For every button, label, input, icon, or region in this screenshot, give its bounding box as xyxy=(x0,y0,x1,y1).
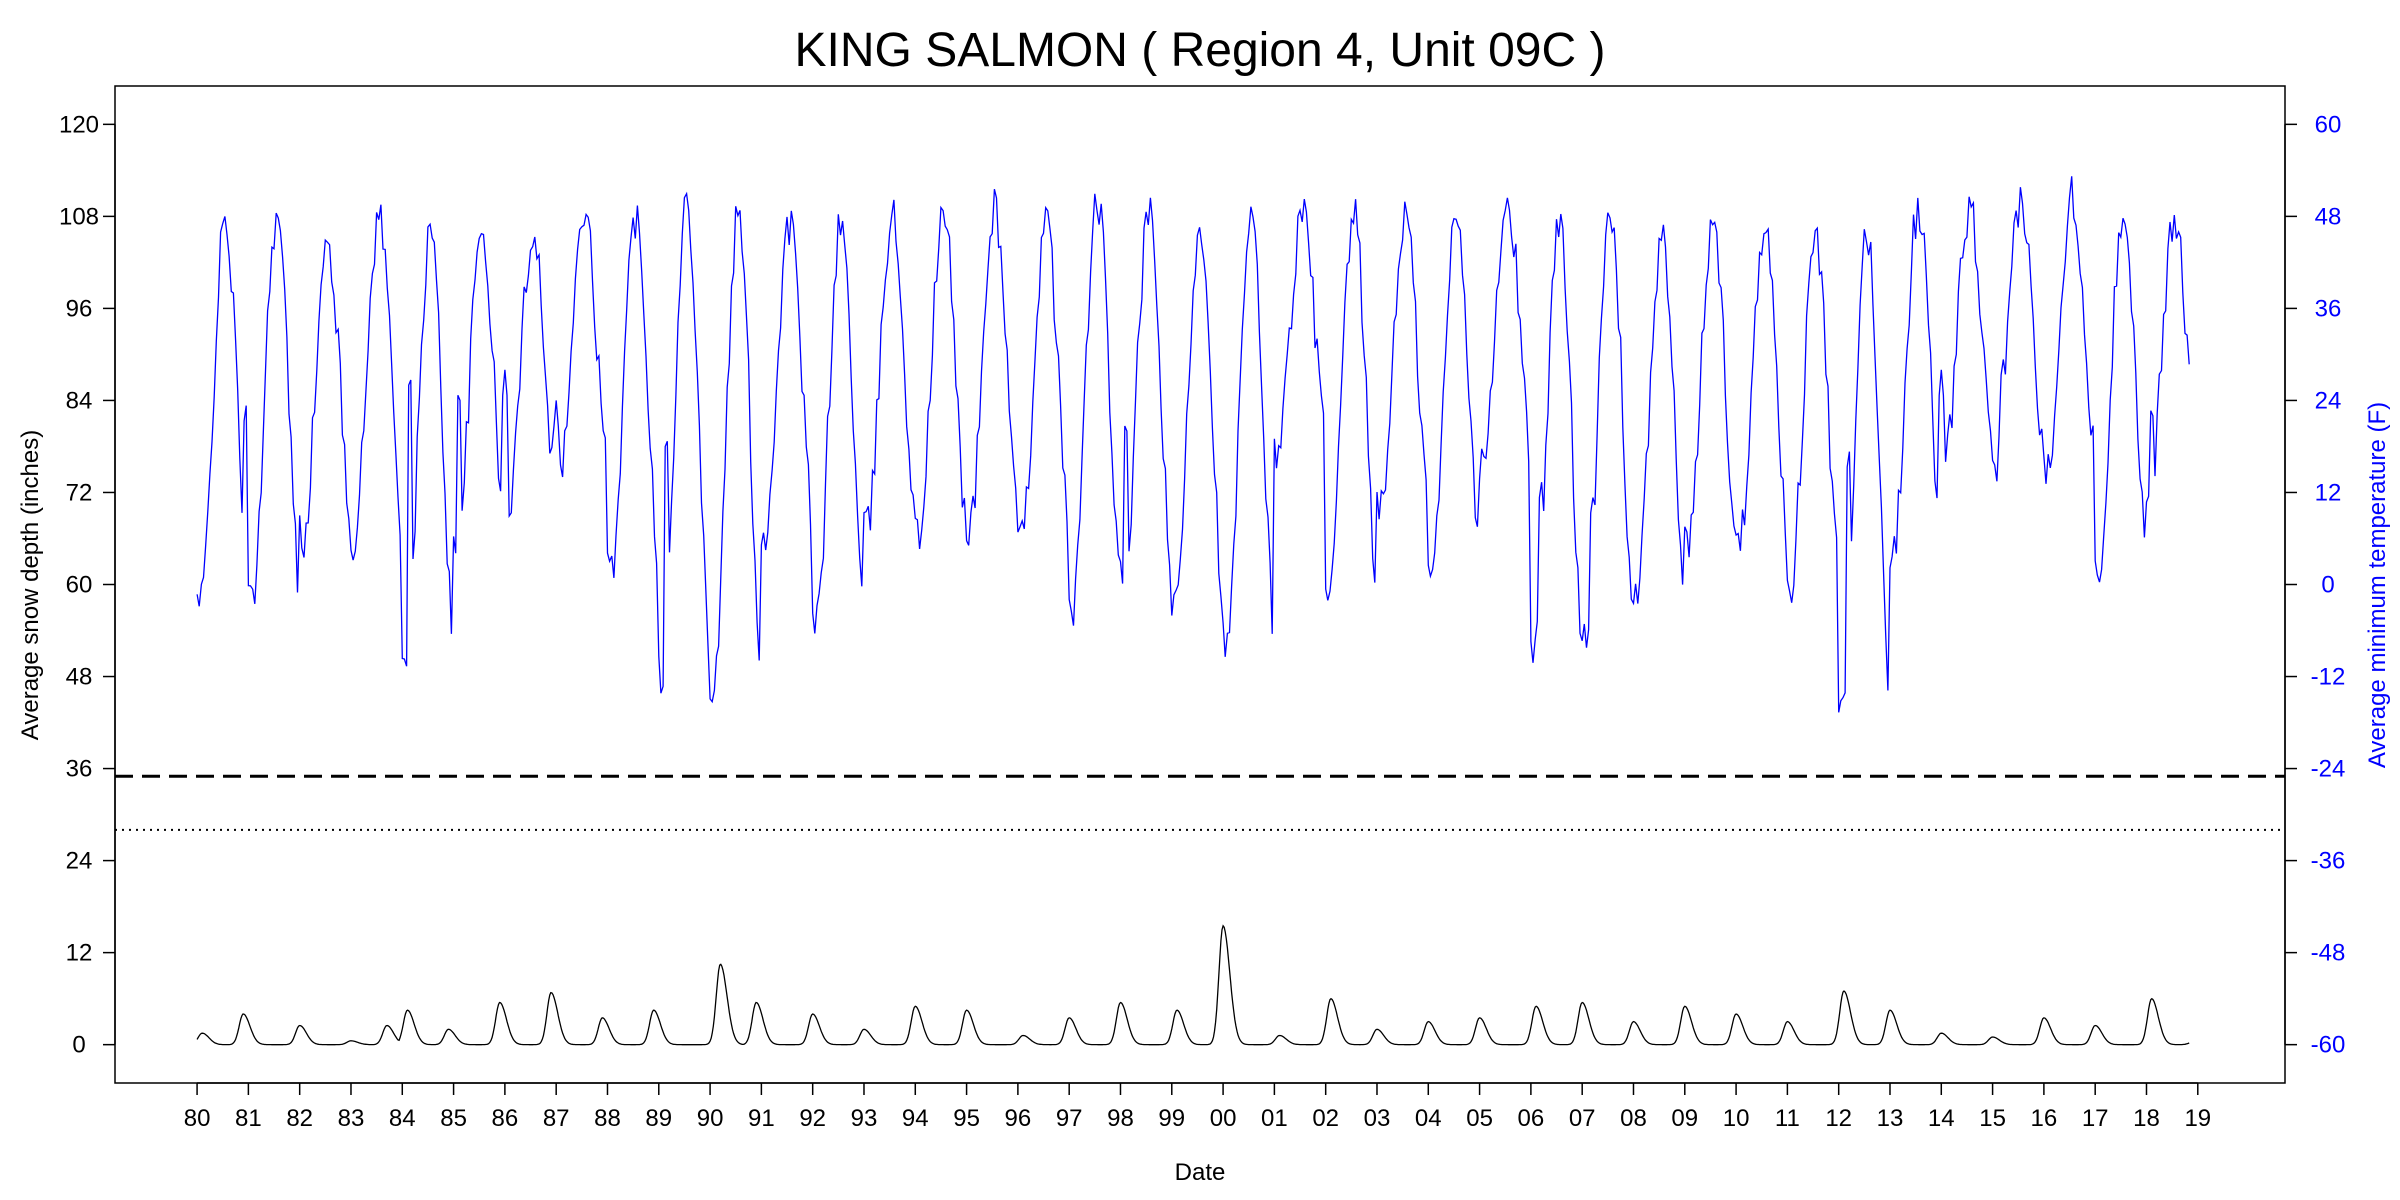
y-right-tick-label: -48 xyxy=(2311,940,2346,967)
x-tick-label: 14 xyxy=(1928,1105,1955,1132)
y-left-tick-label: 24 xyxy=(66,848,93,875)
y-right-tick-label: 60 xyxy=(2315,111,2342,138)
x-tick-label: 87 xyxy=(543,1105,570,1132)
y-right-tick-label: 24 xyxy=(2315,387,2342,414)
x-tick-label: 11 xyxy=(1775,1105,1800,1132)
x-tick-label: 09 xyxy=(1671,1105,1698,1132)
temperature-line xyxy=(196,176,2190,713)
x-tick-label: 16 xyxy=(2031,1105,2058,1132)
y-right-tick-label: -36 xyxy=(2311,848,2346,875)
x-tick-label: 82 xyxy=(286,1105,313,1132)
y-left-tick-label: 48 xyxy=(66,664,93,691)
x-tick-label: 94 xyxy=(902,1105,929,1132)
y-left-tick-label: 96 xyxy=(66,295,93,322)
x-tick-label: 98 xyxy=(1107,1105,1134,1132)
x-tick-label: 88 xyxy=(594,1105,621,1132)
x-tick-label: 91 xyxy=(748,1105,775,1132)
x-tick-label: 10 xyxy=(1723,1105,1750,1132)
x-tick-label: 05 xyxy=(1466,1105,1493,1132)
x-tick-label: 13 xyxy=(1877,1105,1904,1132)
y-left-tick-label: 60 xyxy=(66,572,93,599)
temperature-series xyxy=(196,176,2190,713)
x-tick-label: 90 xyxy=(697,1105,724,1132)
y-right-tick-label: 0 xyxy=(2321,572,2334,599)
y-left-tick-label: 72 xyxy=(66,479,93,506)
x-tick-label: 83 xyxy=(338,1105,365,1132)
x-tick-label: 93 xyxy=(851,1105,878,1132)
x-tick-label: 95 xyxy=(953,1105,980,1132)
snow-depth-series xyxy=(196,924,2190,1046)
x-tick-label: 84 xyxy=(389,1105,416,1132)
x-tick-label: 03 xyxy=(1364,1105,1391,1132)
x-tick-label: 02 xyxy=(1312,1105,1339,1132)
x-tick-label: 85 xyxy=(440,1105,467,1132)
y-axis-right-label: Average minimum temperature (F) xyxy=(2364,402,2391,768)
x-tick-label: 92 xyxy=(799,1105,826,1132)
x-axis: 80 81 82 83 84 85 86 87 88 89 90 91 92 93 94 95 96 97 98 99… xyxy=(184,1082,2211,1132)
y-left-tick-label: 36 xyxy=(66,756,93,783)
x-tick-label: 07 xyxy=(1569,1105,1596,1132)
y-left-tick-label: 12 xyxy=(66,940,93,967)
x-tick-label: 19 xyxy=(2184,1105,2211,1132)
y-axis-left-label: Average snow depth (inches) xyxy=(17,430,44,740)
y-right-tick-label: -12 xyxy=(2311,664,2346,691)
reference-lines xyxy=(115,774,2285,831)
x-tick-label: 81 xyxy=(235,1105,262,1132)
x-tick-label: 00 xyxy=(1210,1105,1237,1132)
y-axis-left: 0 12 24 36 48 60 72 84 96 108 120 xyxy=(59,111,116,1059)
x-axis-label: Date xyxy=(1175,1159,1226,1186)
x-tick-label: 04 xyxy=(1415,1105,1442,1132)
x-tick-label: 18 xyxy=(2133,1105,2160,1132)
x-tick-label: 12 xyxy=(1825,1105,1852,1132)
x-tick-label: 80 xyxy=(184,1105,211,1132)
x-tick-label: 89 xyxy=(645,1105,672,1132)
x-tick-label: 97 xyxy=(1056,1105,1083,1132)
chart-title: KING SALMON ( Region 4, Unit 09C ) xyxy=(795,24,1606,77)
y-left-tick-label: 120 xyxy=(59,111,99,138)
x-tick-label: 08 xyxy=(1620,1105,1647,1132)
x-tick-label: 06 xyxy=(1518,1105,1545,1132)
y-axis-right: -60 -48 -36 -24 -12 0 12 24 36 48 60 xyxy=(2284,111,2346,1059)
y-right-tick-label: -60 xyxy=(2311,1032,2346,1059)
y-right-tick-label: 36 xyxy=(2315,295,2342,322)
x-tick-label: 01 xyxy=(1261,1105,1288,1132)
x-tick-label: 17 xyxy=(2082,1105,2109,1132)
snow-depth-line xyxy=(196,924,2190,1046)
x-tick-label: 96 xyxy=(1005,1105,1032,1132)
y-left-tick-label: 108 xyxy=(59,203,99,230)
y-left-tick-label: 0 xyxy=(72,1032,85,1059)
y-left-tick-label: 84 xyxy=(66,387,93,414)
y-right-tick-label: 48 xyxy=(2315,203,2342,230)
x-tick-label: 99 xyxy=(1158,1105,1185,1132)
y-right-tick-label: -24 xyxy=(2311,756,2346,783)
x-tick-label: 86 xyxy=(492,1105,519,1132)
y-right-tick-label: 12 xyxy=(2315,479,2342,506)
x-tick-label: 15 xyxy=(1979,1105,2006,1132)
